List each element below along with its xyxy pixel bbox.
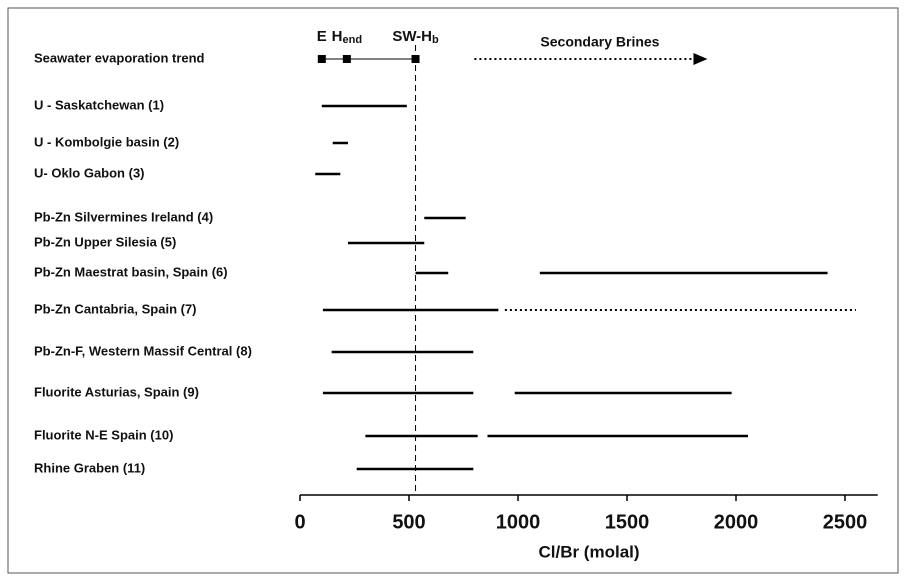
row-label: Rhine Graben (11) — [34, 460, 145, 475]
row-label: U - Kombolgie basin (2) — [34, 134, 179, 149]
trend-point — [342, 55, 351, 63]
label-subscript: end — [343, 34, 363, 46]
label-main: SW-H — [392, 28, 432, 45]
x-tick-label: 500 — [392, 511, 425, 533]
secondary-label: Secondary Brines — [540, 34, 659, 50]
row-label: Fluorite Asturias, Spain (9) — [34, 384, 199, 399]
arrow-head — [693, 53, 708, 65]
row-label: Pb-Zn-F, Western Massif Central (8) — [34, 343, 252, 358]
label-subscript: b — [432, 34, 439, 46]
row-label: Pb-Zn Silvermines Ireland (4) — [34, 209, 213, 224]
trend-point-label: E — [317, 28, 327, 45]
frame — [7, 7, 899, 574]
x-tick-label: 2500 — [823, 511, 868, 533]
row-label: Seawater evaporation trend — [34, 50, 205, 65]
x-axis-label: Cl/Br (molal) — [538, 542, 639, 561]
row-label: Pb-Zn Cantabria, Spain (7) — [34, 301, 197, 316]
trend-point-label: Hend — [332, 28, 362, 46]
trend-point-label: SW-Hb — [392, 28, 439, 46]
row-label: Fluorite N-E Spain (10) — [34, 427, 173, 442]
label-main: E — [317, 28, 327, 45]
row-label: Pb-Zn Upper Silesia (5) — [34, 234, 176, 249]
row-label: U- Oklo Gabon (3) — [34, 165, 145, 180]
trend-point — [411, 55, 420, 63]
x-tick-label: 1000 — [496, 511, 541, 533]
x-tick-label: 2000 — [714, 511, 759, 533]
row-label: U - Saskatchewan (1) — [34, 97, 164, 112]
trend-point — [317, 55, 326, 63]
x-tick-label: 1500 — [605, 511, 650, 533]
row-label: Pb-Zn Maestrat basin, Spain (6) — [34, 264, 228, 279]
x-tick-label: 0 — [294, 511, 305, 533]
label-main: H — [332, 28, 343, 45]
